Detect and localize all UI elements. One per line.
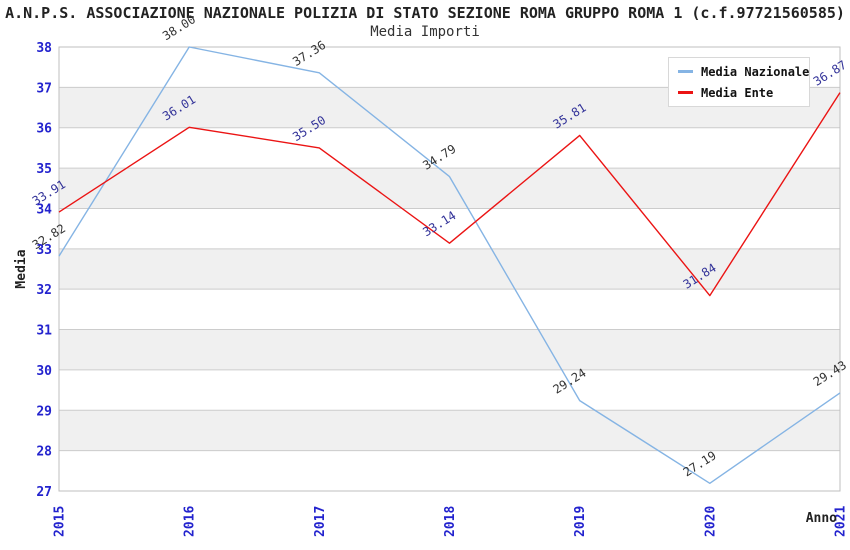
chart-subtitle: Media Importi: [370, 24, 480, 40]
x-tick-label: 2021: [834, 506, 849, 537]
data-point-label: 33.14: [420, 208, 458, 239]
plot-border: [58, 46, 841, 492]
x-tick-label: 2015: [53, 506, 68, 537]
y-axis-tick-labels: 27 28 29 30 31 32 33 34 35 36 37 38: [36, 41, 52, 500]
y-axis-title: Media: [14, 249, 29, 288]
x-tick-label: 2018: [443, 506, 458, 537]
band: [59, 168, 840, 209]
x-tick-label: 2020: [703, 506, 718, 537]
y-tick-label: 36: [36, 122, 52, 137]
band: [59, 248, 840, 290]
y-tick-label: 33: [36, 243, 52, 258]
legend-label-media-ente: Media Ente: [701, 85, 774, 100]
y-tick-label: 27: [36, 485, 52, 500]
band: [59, 329, 840, 370]
legend-label-media-nazionale: Media Nazionale: [701, 64, 810, 79]
x-axis-title: Anno: [806, 511, 837, 526]
plot-border-rect: [58, 46, 841, 492]
data-point-label: 38.00: [160, 12, 198, 43]
legend: Media Nazionale Media Ente: [668, 57, 810, 107]
legend-item-media-ente: Media Ente: [678, 84, 801, 101]
series-line-media-ente: [58, 92, 841, 297]
data-point-label: 27.19: [681, 448, 719, 479]
y-tick-label: 37: [36, 81, 52, 96]
media-ente-line-swatch: [678, 91, 693, 94]
y-tick-label: 30: [36, 364, 52, 379]
band: [59, 410, 840, 451]
x-tick-label: 2016: [183, 506, 198, 537]
chart-title: A.N.P.S. ASSOCIAZIONE NAZIONALE POLIZIA …: [5, 4, 845, 22]
legend-item-media-nazionale: Media Nazionale: [678, 63, 809, 80]
series-lines: [58, 46, 841, 484]
y-tick-label: 29: [36, 404, 52, 419]
y-tick-label: 31: [36, 324, 52, 339]
data-point-label: 37.36: [290, 38, 328, 69]
y-tick-label: 34: [36, 202, 52, 217]
x-tick-label: 2017: [313, 506, 328, 537]
media-nazionale-line-swatch: [678, 70, 693, 73]
y-tick-label: 38: [36, 41, 52, 56]
series-line-media-nazionale: [58, 46, 841, 484]
x-tick-label: 2019: [573, 506, 588, 537]
x-axis-tick-labels: 2015 2016 2017 2018 2019 2020 2021: [53, 506, 849, 537]
y-tick-label: 35: [36, 162, 52, 177]
y-tick-label: 32: [36, 283, 52, 298]
y-tick-label: 28: [36, 445, 52, 460]
data-point-label: 36.87: [811, 58, 849, 89]
